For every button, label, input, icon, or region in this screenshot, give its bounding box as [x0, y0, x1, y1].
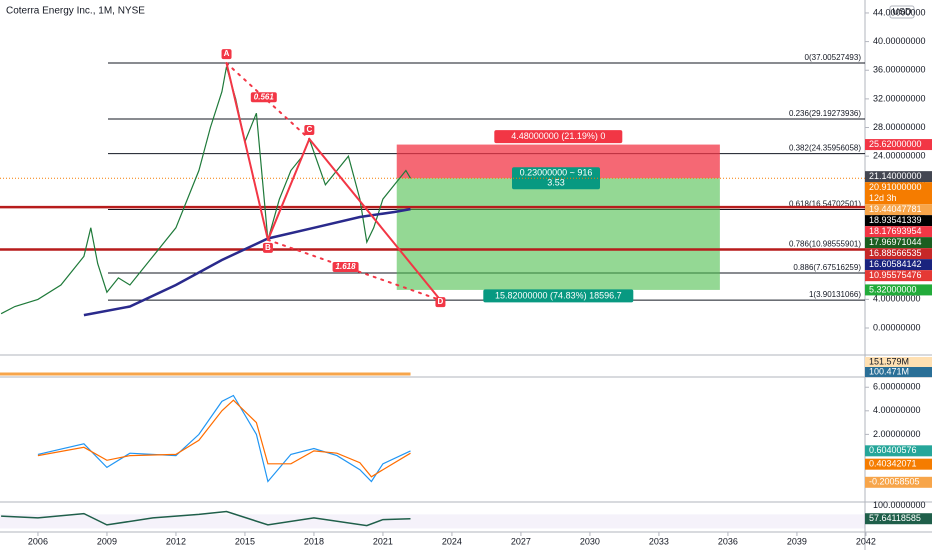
fib-label: 0.236(29.19273936)	[789, 109, 861, 118]
signal-line	[37, 399, 411, 478]
price-label-box	[865, 226, 932, 238]
pattern-leg	[225, 62, 269, 241]
fib-label: 0.886(7.67516259)	[793, 263, 861, 272]
rsi-band	[0, 514, 865, 529]
price-label-box	[865, 270, 932, 282]
ratio-box	[250, 92, 277, 103]
symbol-title: Coterra Energy Inc., 1M, NYSE	[6, 6, 145, 17]
rsi-label: 57.64118585	[869, 513, 921, 523]
pattern-point-label: D	[438, 297, 444, 306]
x-tick-label: 2018	[304, 536, 324, 546]
x-tick-label: 2042	[856, 536, 876, 546]
x-tick-label: 2039	[787, 536, 807, 546]
position-label: 4.48000000 (21.19%) 0	[511, 131, 605, 141]
price-label-box	[865, 237, 932, 249]
position-label-box	[483, 289, 634, 303]
currency[interactable]: USD	[892, 6, 912, 16]
x-tick-label: 2021	[373, 536, 393, 546]
pattern-leg	[266, 137, 311, 241]
price-label: 16.88566535	[869, 248, 922, 258]
pattern-leg	[308, 137, 442, 302]
y-tick-label: 24.00000000	[873, 151, 926, 161]
macd-label-box	[865, 476, 932, 488]
fib-label: 0.618(16.54702501)	[789, 200, 861, 209]
x-tick-label: 2009	[97, 536, 117, 546]
price-label: 17.96971044	[869, 237, 922, 247]
price-label-box	[865, 171, 932, 183]
pattern-point-label: B	[265, 243, 271, 252]
volume-label: 100.471M	[869, 366, 909, 376]
x-tick-label: 2015	[235, 536, 255, 546]
price-label-box	[865, 215, 932, 227]
y-tick-label: 6.00000000	[873, 382, 921, 392]
price-label: 10.95575476	[869, 270, 922, 280]
currency-box[interactable]	[889, 5, 915, 19]
fib-label: 0(37.00527493)	[805, 53, 862, 62]
position-label-box	[494, 130, 623, 144]
macd-label-box	[865, 445, 932, 457]
position-label: 0.23000000 ~ 916	[520, 168, 593, 178]
pattern-leg	[266, 238, 442, 302]
pattern-point-box	[435, 297, 446, 308]
pattern-point-box	[221, 49, 232, 60]
x-tick-label: 2006	[28, 536, 48, 546]
price-label: 18.93541339	[869, 215, 922, 225]
price-label: 5.32000000	[869, 284, 917, 294]
pattern-point-label: A	[224, 49, 230, 58]
y-tick-label: 0.00000000	[873, 322, 921, 332]
macd-label-box	[865, 458, 932, 470]
rsi-label-box	[865, 513, 932, 525]
target-zone	[396, 178, 720, 290]
y-tick-label: 4.00000000	[873, 405, 921, 415]
y-tick-label: 40.00000000	[873, 36, 926, 46]
fib-label: 0.382(24.35956058)	[789, 144, 861, 153]
macd-line	[37, 394, 411, 483]
price-label: 16.60584142	[869, 259, 922, 269]
countdown: 12d 3h	[869, 193, 897, 203]
pattern-point-box	[262, 242, 273, 253]
x-tick-label: 2033	[649, 536, 669, 546]
price-label: 25.62000000	[869, 139, 922, 149]
macd-label: -0.20058505	[869, 477, 920, 487]
price-label: 18.17693954	[869, 226, 922, 236]
fib-label: 0.786(10.98555901)	[789, 239, 861, 248]
ratio-box	[332, 262, 359, 273]
price-label-box	[865, 182, 932, 205]
price-label-box	[865, 248, 932, 260]
ratio-label: 0.561	[254, 92, 275, 101]
price-label: 20.91000000	[869, 182, 922, 192]
y-tick-label: 4.00000000	[873, 294, 921, 304]
x-tick-label: 2027	[511, 536, 531, 546]
pattern-point-box	[304, 124, 315, 135]
price-label-box	[865, 204, 932, 216]
x-tick-label: 2024	[442, 536, 462, 546]
fib-label: 1(3.90131066)	[809, 290, 861, 299]
volume-label-box	[865, 367, 932, 377]
x-tick-label: 2036	[718, 536, 738, 546]
price-label: 19.44047781	[869, 204, 922, 214]
x-tick-label: 2030	[580, 536, 600, 546]
pattern-point-label: C	[306, 125, 312, 134]
y-tick-label: 28.00000000	[873, 122, 926, 132]
y-tick-label: 44.00000000	[873, 7, 926, 17]
y-tick-label: 100.0000000	[873, 500, 926, 510]
price-label-box	[865, 259, 932, 271]
position-label: 15.82000000 (74.83%) 18596.7	[495, 290, 622, 300]
ratio-label: 1.618	[336, 262, 357, 271]
y-tick-label: 36.00000000	[873, 65, 926, 75]
position-label: 3.53	[547, 178, 565, 188]
y-tick-label: 32.00000000	[873, 93, 926, 103]
macd-label: 0.40342071	[869, 459, 917, 469]
macd-label: 0.60400576	[869, 445, 917, 455]
price-label-box	[865, 139, 932, 151]
volume-label: 151.579M	[869, 356, 909, 366]
x-tick-label: 2012	[166, 536, 186, 546]
price-label: 21.14000000	[869, 171, 922, 181]
y-tick-label: 2.00000000	[873, 429, 921, 439]
volume-label-box	[865, 357, 932, 367]
rsi-line	[1, 510, 411, 527]
price-label-box	[865, 284, 932, 296]
